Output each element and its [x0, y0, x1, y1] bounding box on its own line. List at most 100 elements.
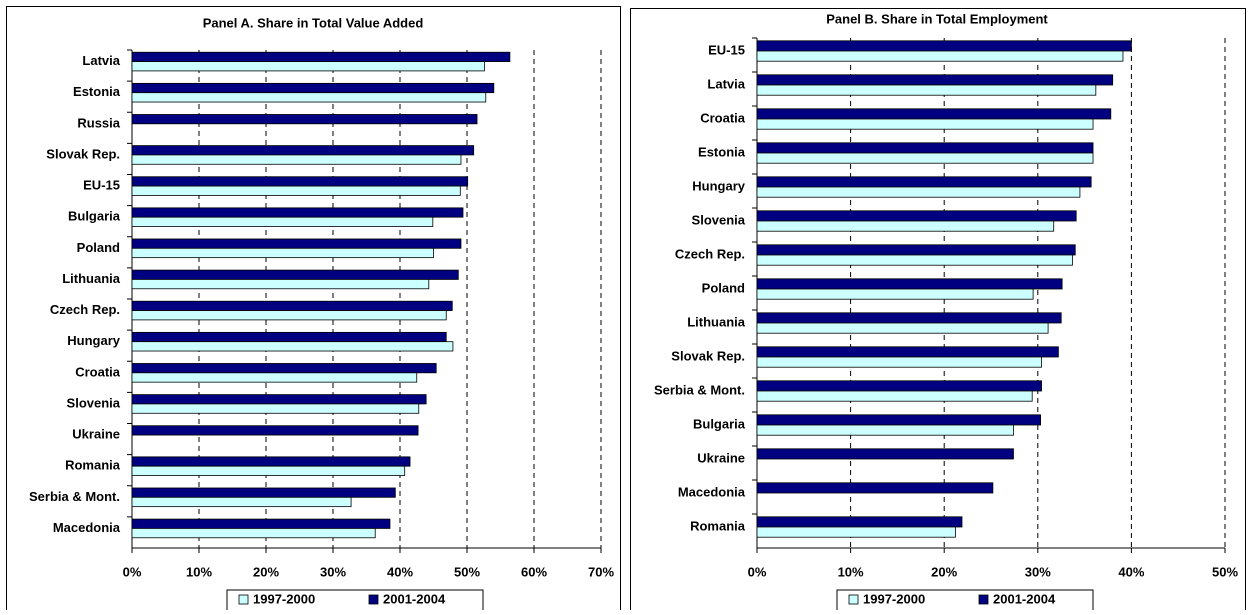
bar	[131, 331, 447, 343]
y-tick-label: Poland	[77, 240, 120, 255]
legend-swatch	[978, 594, 989, 605]
x-tick-label: 70%	[588, 564, 614, 579]
chart-title: Panel B. Share in Total Employment	[826, 11, 1048, 26]
y-tick-label: EU-15	[708, 42, 745, 57]
bar	[756, 424, 1014, 436]
legend-label: 1997-2000	[863, 591, 925, 606]
bar	[131, 216, 434, 227]
bar	[131, 363, 437, 374]
bar	[131, 465, 406, 476]
y-tick-label: Croatia	[75, 364, 121, 379]
legend-label: 2001-2004	[993, 591, 1056, 606]
bar	[756, 142, 1094, 154]
bar	[131, 207, 464, 218]
bar	[756, 186, 1081, 198]
panel-a-frame	[6, 6, 621, 615]
bar	[131, 61, 485, 72]
y-tick-label: Latvia	[707, 76, 745, 91]
y-tick-label: Czech Rep.	[675, 246, 745, 261]
bar	[756, 278, 1063, 290]
panel-b-frame	[630, 8, 1246, 615]
bar	[756, 40, 1132, 52]
y-tick-label: Slovak Rep.	[671, 348, 745, 363]
bar	[131, 456, 411, 467]
x-tick-label: 50%	[1212, 564, 1238, 579]
bar	[756, 220, 1055, 232]
x-tick-label: 60%	[521, 564, 547, 579]
x-tick-label: 0%	[123, 564, 142, 579]
bar	[131, 496, 352, 508]
y-tick-label: Romania	[65, 458, 121, 473]
bar	[756, 50, 1124, 62]
bar	[131, 372, 418, 383]
y-tick-label: Ukraine	[697, 450, 745, 465]
bar	[756, 210, 1077, 222]
y-tick-label: Hungary	[67, 333, 121, 348]
chart-title: Panel A. Share in Total Value Added	[203, 15, 424, 30]
y-tick-label: Slovenia	[67, 395, 121, 410]
bar	[756, 176, 1092, 188]
y-tick-label: Hungary	[692, 178, 746, 193]
bar	[131, 518, 391, 529]
bar	[756, 288, 1034, 300]
legend-label: 1997-2000	[253, 591, 315, 606]
y-tick-label: Poland	[702, 280, 745, 295]
legend-swatch	[848, 594, 859, 605]
x-tick-label: 0%	[748, 564, 767, 579]
bar	[131, 341, 454, 352]
y-tick-label: Macedonia	[53, 520, 121, 535]
y-tick-label: Croatia	[700, 110, 746, 125]
x-tick-label: 40%	[1118, 564, 1144, 579]
y-tick-label: Czech Rep.	[50, 302, 120, 317]
x-tick-label: 10%	[186, 564, 212, 579]
bar	[131, 310, 447, 321]
y-tick-label: Lithuania	[62, 271, 121, 286]
bar	[756, 526, 956, 538]
x-tick-label: 30%	[1025, 564, 1051, 579]
x-tick-label: 10%	[838, 564, 864, 579]
y-tick-label: EU-15	[83, 178, 120, 193]
y-tick-label: Ukraine	[72, 427, 120, 442]
legend-swatch	[368, 594, 379, 605]
x-tick-label: 40%	[387, 564, 413, 579]
y-tick-label: Estonia	[73, 84, 121, 99]
bar	[756, 108, 1112, 120]
legend-label: 2001-2004	[383, 591, 446, 606]
bar	[756, 84, 1097, 96]
bar	[131, 145, 475, 156]
bar	[131, 238, 462, 249]
bar	[756, 244, 1076, 256]
bar	[131, 269, 459, 280]
bar	[756, 152, 1094, 164]
bar	[131, 51, 511, 62]
y-tick-label: Serbia & Mont.	[29, 489, 120, 504]
bar	[756, 516, 963, 528]
y-tick-label: Slovenia	[692, 212, 746, 227]
bar	[756, 390, 1033, 402]
bar	[131, 279, 430, 290]
bar	[131, 185, 461, 196]
y-tick-label: Estonia	[698, 144, 746, 159]
bar	[756, 322, 1049, 334]
y-tick-label: Serbia & Mont.	[654, 382, 745, 397]
bar	[756, 356, 1042, 368]
bar	[131, 92, 487, 103]
x-tick-label: 20%	[931, 564, 957, 579]
y-tick-label: Bulgaria	[68, 209, 121, 224]
bar	[131, 247, 434, 259]
bar	[756, 414, 1042, 426]
y-tick-label: Lithuania	[687, 314, 746, 329]
x-tick-label: 30%	[320, 564, 346, 579]
y-tick-label: Slovak Rep.	[46, 146, 120, 161]
bar	[131, 394, 427, 405]
bar	[756, 448, 1014, 460]
bar	[131, 154, 462, 165]
bar	[756, 312, 1062, 324]
y-tick-label: Russia	[77, 115, 120, 130]
bar	[131, 176, 469, 187]
x-tick-label: 20%	[253, 564, 279, 579]
x-tick-label: 50%	[454, 564, 480, 579]
bar	[131, 403, 420, 414]
bar	[756, 346, 1059, 358]
